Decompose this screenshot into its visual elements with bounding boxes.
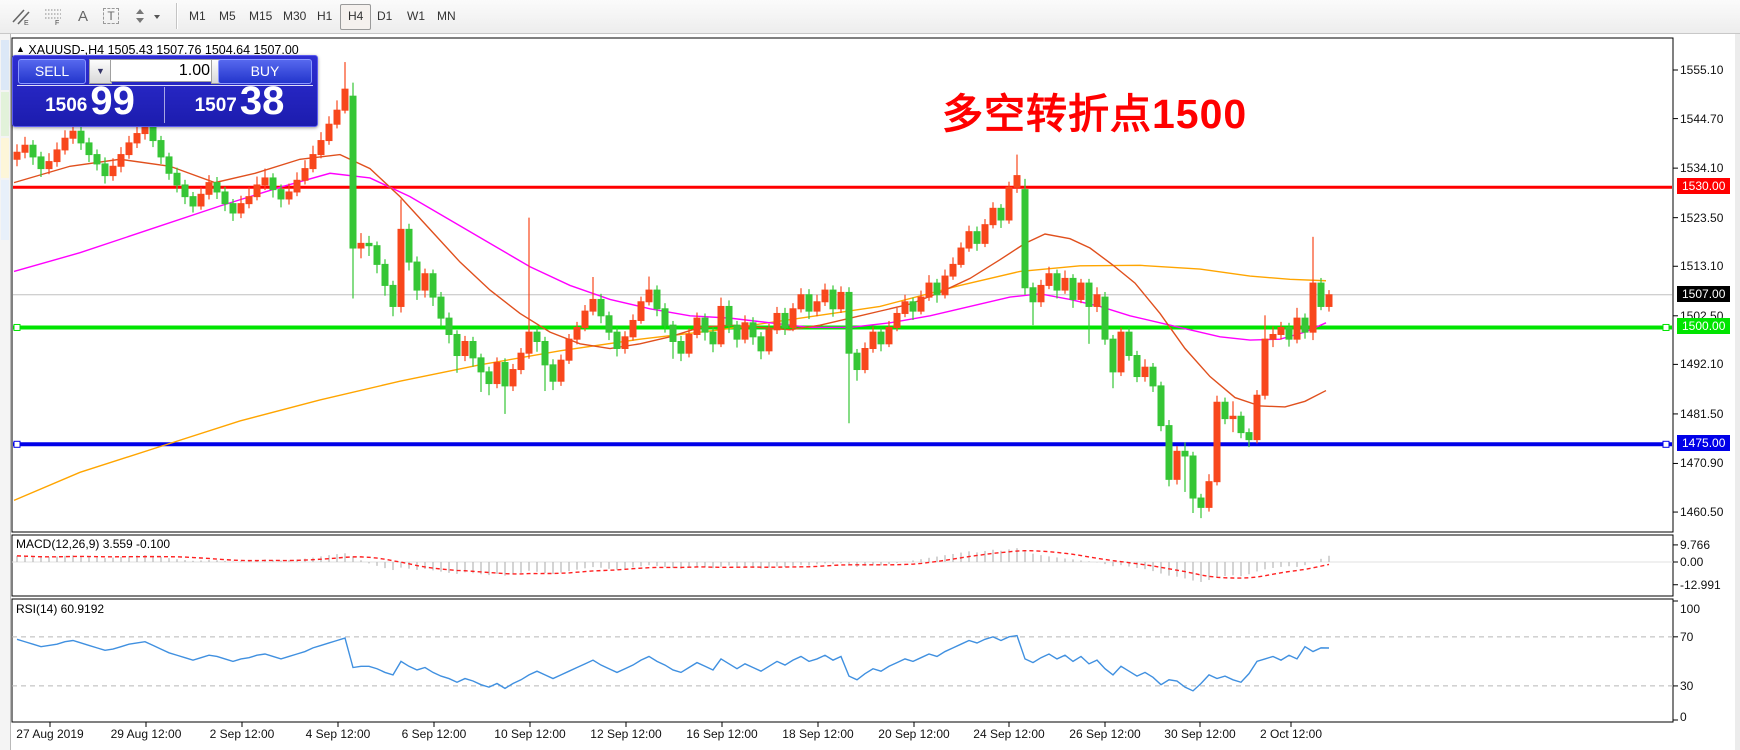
price-axis-label: 1523.50 bbox=[1680, 210, 1724, 225]
timeframe-d1[interactable]: D1 bbox=[377, 9, 393, 23]
macd-histogram bbox=[16, 548, 1330, 582]
sell-price-pips: 99 bbox=[90, 79, 135, 123]
time-axis-label: 12 Sep 12:00 bbox=[590, 727, 662, 741]
price-axis-label: 1470.90 bbox=[1680, 456, 1724, 471]
panel-divider-vertical bbox=[164, 87, 165, 123]
macd-signal-line bbox=[16, 549, 1330, 579]
price-axis-label: 1492.10 bbox=[1680, 357, 1724, 372]
time-axis-label: 26 Sep 12:00 bbox=[1069, 727, 1141, 741]
macd-axis-label: -12.991 bbox=[1680, 577, 1721, 592]
support-1475-badge: 1475.00 bbox=[1677, 435, 1731, 452]
arrows-tool-icon[interactable] bbox=[130, 4, 164, 28]
current-price-1507-badge: 1507.00 bbox=[1677, 285, 1731, 302]
pivot-1500-handle-right[interactable] bbox=[1662, 323, 1670, 331]
timeframe-m1[interactable]: M1 bbox=[189, 9, 206, 23]
price-axis-label: 1555.10 bbox=[1680, 63, 1724, 77]
ma-slow-line bbox=[13, 264, 1327, 502]
panel-divider bbox=[17, 85, 313, 86]
collapse-chart-icon[interactable]: ▲ bbox=[16, 44, 25, 54]
rsi-indicator-label: RSI(14) 60.9192 bbox=[16, 602, 105, 616]
price-axis-label: 1481.50 bbox=[1680, 406, 1724, 421]
price-axis-label: 1460.50 bbox=[1680, 505, 1724, 520]
sell-price-main: 1506 bbox=[45, 95, 88, 116]
one-click-trading-panel: SELL ▼ ▲ BUY 1506 99 1507 38 bbox=[12, 55, 318, 127]
buy-button[interactable]: BUY bbox=[218, 59, 312, 84]
support-1475-handle-left[interactable] bbox=[13, 440, 21, 448]
macd-axis-label: 0.00 bbox=[1680, 555, 1704, 569]
fibonacci-tool-icon[interactable]: F bbox=[40, 4, 66, 28]
rsi-axis-label: 100 bbox=[1680, 602, 1701, 616]
time-axis-label: 2 Oct 12:00 bbox=[1259, 727, 1323, 741]
channel-tool-icon[interactable]: E bbox=[8, 4, 34, 28]
buy-price-display[interactable]: 1507 38 bbox=[166, 81, 313, 123]
svg-text:F: F bbox=[55, 20, 59, 26]
time-axis-label: 27 Aug 2019 bbox=[16, 727, 84, 741]
rsi-axis-label: 30 bbox=[1680, 678, 1694, 693]
time-axis-label: 6 Sep 12:00 bbox=[401, 727, 467, 741]
left-window-edge bbox=[0, 34, 11, 750]
volume-input[interactable] bbox=[110, 59, 216, 82]
resistance-1530-badge: 1530.00 bbox=[1677, 178, 1731, 195]
rsi-axis-label: 0 bbox=[1680, 710, 1687, 724]
price-axis-label: 1544.70 bbox=[1680, 111, 1724, 126]
time-axis-label: 18 Sep 12:00 bbox=[782, 727, 854, 741]
time-axis-label: 10 Sep 12:00 bbox=[494, 727, 566, 741]
timeframe-mn[interactable]: MN bbox=[437, 9, 456, 23]
sell-button[interactable]: SELL bbox=[18, 59, 86, 84]
symbol-ohlc-header: ▲ XAUUSD-,H4 1505.43 1507.76 1504.64 150… bbox=[16, 43, 299, 57]
rsi-line bbox=[16, 634, 1330, 692]
timeframe-m15[interactable]: M15 bbox=[249, 9, 273, 23]
time-axis-label: 4 Sep 12:00 bbox=[305, 727, 371, 741]
timeframe-m30[interactable]: M30 bbox=[283, 9, 307, 23]
toolbar-separator bbox=[176, 3, 177, 29]
support-1475-handle-right[interactable] bbox=[1662, 440, 1670, 448]
time-axis-label: 16 Sep 12:00 bbox=[686, 727, 758, 741]
price-axis-label: 1513.10 bbox=[1680, 259, 1724, 274]
timeframe-w1[interactable]: W1 bbox=[407, 9, 425, 23]
buy-price-main: 1507 bbox=[194, 95, 237, 116]
time-axis-label: 2 Sep 12:00 bbox=[209, 727, 275, 741]
timeframe-h4[interactable]: H4 bbox=[340, 4, 372, 30]
chart-annotation-text: 多空转折点1500 bbox=[942, 91, 1248, 137]
panel-border bbox=[11, 37, 1674, 533]
timeframe-m5[interactable]: M5 bbox=[219, 9, 236, 23]
buy-price-pips: 38 bbox=[239, 79, 285, 123]
sell-price-display[interactable]: 1506 99 bbox=[17, 81, 163, 123]
price-axis-label: 1534.10 bbox=[1680, 161, 1724, 176]
symbol-ohlc-text: XAUUSD-,H4 1505.43 1507.76 1504.64 1507.… bbox=[28, 43, 299, 57]
svg-text:E: E bbox=[24, 20, 29, 26]
text-tool-icon[interactable]: T bbox=[98, 4, 124, 28]
time-axis-label: 30 Sep 12:00 bbox=[1164, 727, 1236, 741]
pivot-1500-badge: 1500.00 bbox=[1677, 318, 1731, 335]
timeframe-h1[interactable]: H1 bbox=[317, 9, 333, 23]
pivot-1500-handle-left[interactable] bbox=[13, 323, 21, 331]
macd-axis-label: 9.766 bbox=[1680, 537, 1711, 552]
right-window-edge bbox=[1735, 34, 1740, 750]
time-axis-label: 24 Sep 12:00 bbox=[973, 727, 1045, 741]
rsi-axis-label: 70 bbox=[1680, 629, 1694, 644]
time-axis-label: 20 Sep 12:00 bbox=[878, 727, 950, 741]
panel-border bbox=[11, 598, 1674, 723]
candlestick-series bbox=[13, 62, 1333, 519]
label-tool-icon[interactable]: A bbox=[77, 7, 88, 25]
macd-indicator-label: MACD(12,26,9) 3.559 -0.100 bbox=[16, 537, 171, 551]
time-axis-label: 29 Aug 12:00 bbox=[110, 727, 182, 741]
toolbar: E F A T M1 M5 M15 M30 H1 H4 D1 W1 MN bbox=[0, 0, 1740, 34]
